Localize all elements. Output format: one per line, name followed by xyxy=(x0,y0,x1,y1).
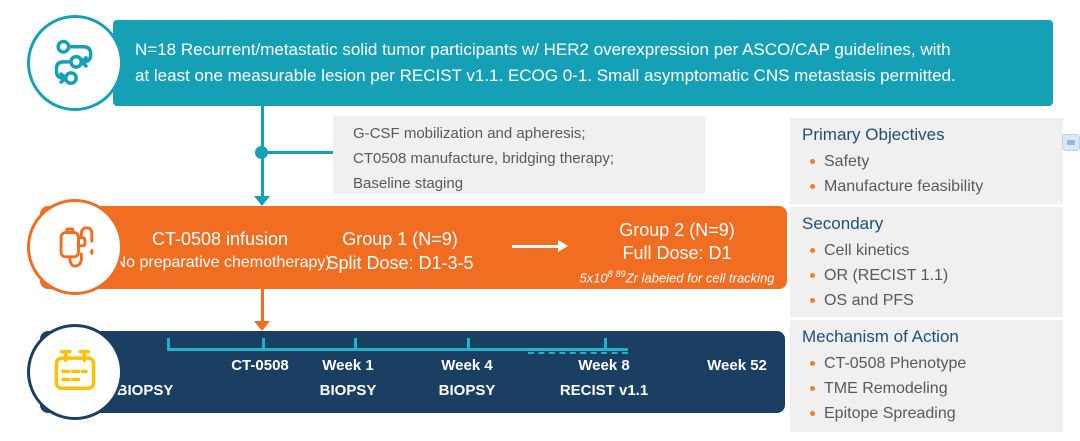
timeline-label-week8: Week 8 xyxy=(578,357,630,374)
eligibility-bar: N=18 Recurrent/metastatic solid tumor pa… xyxy=(113,20,1053,106)
secondary-objectives-box: Secondary Cell kinetics OR (RECIST 1.1) … xyxy=(790,207,1063,317)
bullet-icon xyxy=(810,248,815,253)
group2-label: Group 2 (N=9) xyxy=(619,220,735,240)
prep-line3: Baseline staging xyxy=(353,175,464,192)
connector-orange-vertical xyxy=(261,289,264,321)
list-item: OS and PFS xyxy=(802,288,1063,313)
infusion-subtitle: (No preparative chemotherapy) xyxy=(109,254,331,271)
connector-teal-horizontal xyxy=(264,151,333,154)
timeline-label-week1: Week 1 xyxy=(322,357,374,374)
prep-line2: CT0508 manufacture, bridging therapy; xyxy=(353,150,614,167)
list-item: CT-0508 Phenotype xyxy=(802,351,1063,376)
list-item: Safety xyxy=(802,149,1063,174)
mechanism-of-action-heading: Mechanism of Action xyxy=(802,327,959,346)
group-arrow-head-icon xyxy=(558,240,568,252)
screening-icon-circle xyxy=(27,15,123,111)
bullet-icon xyxy=(810,361,815,366)
timeline-label-week52: Week 52 xyxy=(707,357,767,374)
group1-block: Group 1 (N=9) Split Dose: D1-3-5 xyxy=(300,227,500,275)
primary-objectives-list: Safety Manufacture feasibility xyxy=(802,149,1063,199)
infusion-title: CT-0508 infusion xyxy=(151,229,289,249)
bullet-icon xyxy=(810,184,815,189)
list-item: OR (RECIST 1.1) xyxy=(802,263,1063,288)
group2-block: Group 2 (N=9) Full Dose: D1 5x108 89Zr la… xyxy=(567,219,787,287)
eligibility-text-line2: at least one measurable lesion per RECIS… xyxy=(135,66,956,85)
timeline-bar: BIOPSY CT-0508 Week 1 BIOPSY Week 4 BIOP… xyxy=(40,331,785,413)
timeline-label-week8-recist: RECIST v1.1 xyxy=(559,382,649,399)
list-item: TME Remodeling xyxy=(802,376,1063,401)
mechanism-of-action-list: CT-0508 Phenotype TME Remodeling Epitope… xyxy=(802,351,1063,426)
group2-tracking-note: 5x108 89Zr labeled for cell tracking xyxy=(579,269,775,286)
primary-objectives-box: Primary Objectives Safety Manufacture fe… xyxy=(790,118,1063,204)
comment-marker[interactable] xyxy=(1062,134,1080,151)
eligibility-text-line1: N=18 Recurrent/metastatic solid tumor pa… xyxy=(135,40,951,59)
prep-line1: G-CSF mobilization and apheresis; xyxy=(353,125,586,142)
secondary-objectives-list: Cell kinetics OR (RECIST 1.1) OS and PFS xyxy=(802,238,1063,313)
infusion-title-block: CT-0508 infusion (No preparative chemoth… xyxy=(70,227,370,275)
mechanism-of-action-box: Mechanism of Action CT-0508 Phenotype TM… xyxy=(790,320,1063,432)
infusion-icon-circle xyxy=(27,199,123,295)
secondary-objectives-heading: Secondary xyxy=(802,214,884,233)
timeline-tick xyxy=(604,338,607,351)
timeline-label-biopsy-baseline: BIOPSY xyxy=(116,382,174,399)
prep-steps-box: G-CSF mobilization and apheresis; CT0508… xyxy=(333,116,705,194)
timeline-tick xyxy=(467,338,470,351)
group1-label: Group 1 (N=9) xyxy=(342,229,458,249)
timeline-tick xyxy=(354,338,357,351)
timeline-label-ct0508: CT-0508 xyxy=(231,357,289,374)
arrow-down-orange-icon xyxy=(254,321,270,331)
bullet-icon xyxy=(810,411,815,416)
timeline-axis xyxy=(168,348,628,351)
primary-objectives-heading: Primary Objectives xyxy=(802,125,945,144)
timeline-label-week4-biopsy: BIOPSY xyxy=(438,382,496,399)
connector-junction-dot xyxy=(255,146,268,159)
list-item: Cell kinetics xyxy=(802,238,1063,263)
timeline-tick xyxy=(262,338,265,351)
process-flow-icon xyxy=(46,34,104,92)
group-arrow-line xyxy=(512,245,558,248)
timeline-dashed-segment xyxy=(528,352,628,354)
timeline-label-week1-biopsy: BIOPSY xyxy=(319,382,377,399)
arrow-down-teal-icon xyxy=(254,196,270,206)
bullet-icon xyxy=(810,159,815,164)
timeline-tick xyxy=(167,338,170,351)
group2-dose: Full Dose: D1 xyxy=(622,243,732,263)
infusion-bar: CT-0508 infusion (No preparative chemoth… xyxy=(40,206,787,289)
calendar-icon xyxy=(46,343,104,401)
timeline-label-week4: Week 4 xyxy=(441,357,493,374)
bullet-icon xyxy=(810,298,815,303)
list-item: Manufacture feasibility xyxy=(802,174,1063,199)
group1-dose: Split Dose: D1-3-5 xyxy=(326,253,474,273)
schedule-icon-circle xyxy=(27,324,123,420)
iv-infusion-icon xyxy=(46,218,104,276)
list-item: Epitope Spreading xyxy=(802,401,1063,426)
bullet-icon xyxy=(810,273,815,278)
bullet-icon xyxy=(810,386,815,391)
